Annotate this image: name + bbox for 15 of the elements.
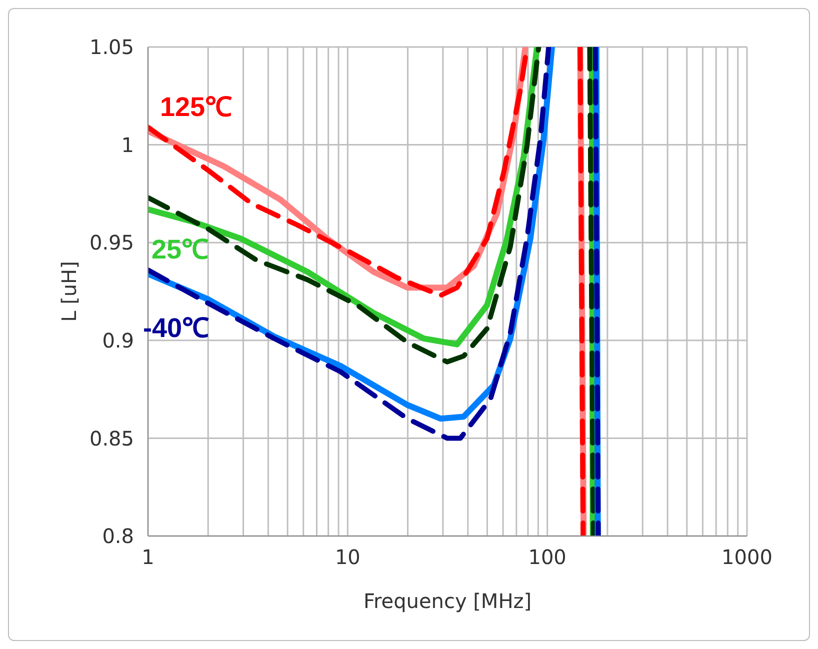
x-tick-label: 1000 (722, 545, 772, 570)
series-label: 25℃ (151, 234, 209, 264)
y-tick-label: 1.05 (89, 35, 134, 60)
x-tick-label: 1 (142, 545, 154, 570)
y-tick-label: 0.8 (102, 524, 134, 548)
x-tick-label: 10 (334, 545, 360, 570)
y-tick-label: 0.85 (89, 426, 134, 450)
y-tick-label: 0.95 (89, 230, 134, 255)
x-tick-label: 100 (528, 545, 566, 570)
series-label: 125℃ (160, 92, 232, 122)
y-tick-label: 0.9 (102, 328, 134, 352)
y-axis-title: L [uH] (57, 261, 82, 322)
series-label: -40℃ (142, 312, 210, 343)
x-axis-title: Frequency [MHz] (363, 589, 532, 613)
y-tick-label: 1 (121, 132, 134, 157)
